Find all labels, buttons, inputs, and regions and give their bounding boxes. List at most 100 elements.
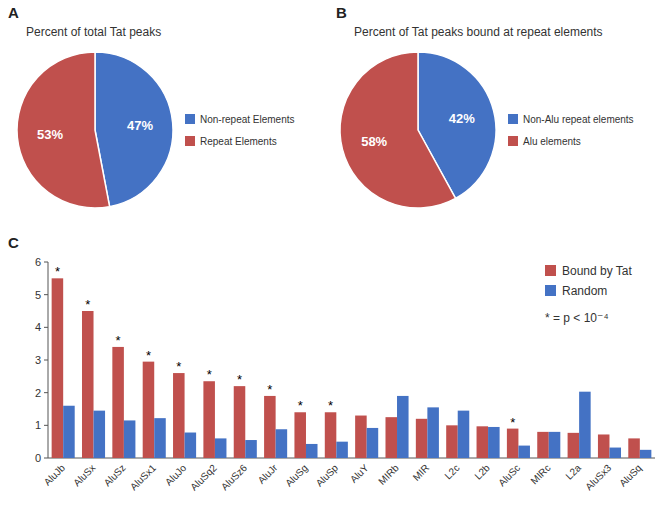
bar bbox=[568, 433, 580, 458]
legend-entry: Non-Alu repeat elements bbox=[523, 114, 634, 125]
y-tick bbox=[44, 392, 48, 393]
bar bbox=[143, 362, 155, 458]
bar bbox=[63, 406, 75, 458]
legend-entry: Random bbox=[562, 284, 607, 298]
y-tick-label: 6 bbox=[35, 256, 41, 268]
x-tick-label: L2a bbox=[563, 462, 583, 482]
y-tick-label: 4 bbox=[35, 321, 41, 333]
legend: Non-Alu repeat elements Alu elements bbox=[508, 114, 634, 147]
bar bbox=[294, 412, 306, 458]
bar bbox=[245, 440, 257, 458]
bar-texts: *********** bbox=[55, 264, 515, 429]
pie-slice bbox=[340, 52, 456, 208]
pie-chart: BPercent of Tat peaks bound at repeat el… bbox=[336, 4, 634, 208]
significance-star: * bbox=[146, 348, 151, 363]
pie-chart: A Percent of total Tat peaks 47%53% Non-rep… bbox=[8, 4, 295, 208]
data-label: 53% bbox=[37, 127, 63, 142]
chart-title: Percent of total Tat peaks bbox=[26, 25, 161, 39]
x-tick-label: AluSg bbox=[283, 462, 310, 489]
x-tick-label: AluJr bbox=[256, 462, 280, 486]
x-tick-label: L2b bbox=[472, 462, 492, 482]
bar bbox=[52, 278, 64, 458]
bar bbox=[458, 411, 470, 458]
y-tick-label: 1 bbox=[35, 419, 41, 431]
bar bbox=[488, 427, 500, 458]
bar bbox=[325, 412, 337, 458]
y-tick-label: 2 bbox=[35, 387, 41, 399]
bar bbox=[609, 448, 621, 458]
significance-star: * bbox=[328, 398, 333, 413]
x-tick-label: AluJo bbox=[163, 462, 189, 488]
legend-swatch bbox=[508, 114, 518, 124]
data-label: 58% bbox=[361, 134, 387, 149]
x-axis: AluJbAluSxAluSzAluSx1AluJoAluSq2AluSz6Al… bbox=[42, 462, 644, 493]
bar bbox=[385, 417, 397, 458]
bar bbox=[477, 426, 489, 458]
y-tick bbox=[44, 360, 48, 361]
bar bbox=[518, 446, 530, 458]
bar bbox=[355, 416, 367, 458]
data-labels: 47%53% bbox=[37, 118, 154, 142]
x-tick-label: AluSx bbox=[71, 462, 97, 488]
legend-entry: Non-repeat Elements bbox=[200, 114, 295, 125]
y-tick bbox=[44, 262, 48, 263]
legend-swatch bbox=[508, 136, 518, 146]
y-tick bbox=[44, 327, 48, 328]
y-tick-label: 3 bbox=[35, 354, 41, 366]
x-tick-label: AluJb bbox=[42, 462, 68, 488]
x-axis-line bbox=[48, 458, 655, 459]
legend-entry: Bound by Tat bbox=[562, 264, 632, 278]
bar bbox=[446, 425, 458, 458]
chart-title: Percent of Tat peaks bound at repeat ele… bbox=[354, 25, 603, 39]
legend-swatch bbox=[185, 136, 195, 146]
bar bbox=[628, 438, 640, 458]
x-tick-label: AluSc bbox=[496, 462, 522, 488]
legend-swatch bbox=[185, 114, 195, 124]
annotation: * = p < 10⁻⁴ bbox=[545, 311, 609, 325]
data-labels: 42%58% bbox=[361, 111, 475, 149]
bars bbox=[52, 278, 652, 458]
bar bbox=[397, 396, 409, 458]
bar bbox=[215, 438, 227, 458]
bar bbox=[234, 386, 246, 458]
y-tick-label: 5 bbox=[35, 289, 41, 301]
bar bbox=[124, 420, 136, 458]
legend: Bound by Tat Random bbox=[545, 264, 632, 298]
bar bbox=[264, 396, 276, 458]
x-tick-label: AluSx1 bbox=[128, 462, 158, 492]
bar bbox=[640, 450, 652, 458]
x-tick-label: MIRb bbox=[376, 462, 401, 487]
bar bbox=[203, 381, 215, 458]
y-tick-label: 0 bbox=[35, 452, 41, 464]
significance-star: * bbox=[55, 264, 60, 279]
legend-entry: Alu elements bbox=[523, 136, 581, 147]
bar bbox=[537, 432, 549, 458]
y-tick bbox=[44, 458, 48, 459]
significance-star: * bbox=[176, 359, 181, 374]
x-tick-label: MIRc bbox=[528, 462, 552, 486]
bar bbox=[82, 311, 94, 458]
bar bbox=[367, 428, 379, 458]
bar bbox=[579, 392, 591, 458]
x-tick-label: MIR bbox=[411, 462, 432, 483]
y-tick bbox=[44, 425, 48, 426]
y-tick bbox=[44, 294, 48, 295]
bar bbox=[173, 373, 185, 458]
bar bbox=[94, 411, 106, 458]
bar bbox=[427, 407, 439, 458]
x-tick-label: AluSp bbox=[314, 462, 341, 489]
panel-label: A bbox=[8, 4, 19, 21]
legend-entry: Repeat Elements bbox=[200, 136, 277, 147]
y-axis: 0 1 2 3 4 5 6 bbox=[35, 256, 48, 464]
bar bbox=[276, 429, 288, 458]
significance-star: * bbox=[298, 398, 303, 413]
chart-root: A Percent of total Tat peaks 47%53% Non-rep… bbox=[0, 0, 667, 525]
significance-star: * bbox=[85, 297, 90, 312]
x-tick-label: AluSq bbox=[617, 462, 644, 489]
bar bbox=[185, 433, 197, 458]
pie-slice bbox=[95, 52, 173, 207]
x-tick-label: L2c bbox=[442, 462, 461, 481]
legend-swatch bbox=[545, 285, 556, 296]
significance-star: * bbox=[510, 415, 515, 430]
bar bbox=[507, 429, 519, 458]
